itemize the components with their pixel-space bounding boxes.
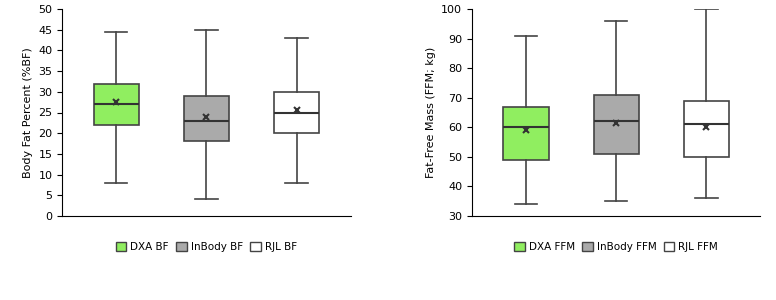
PathPatch shape [594, 95, 639, 154]
PathPatch shape [184, 96, 229, 142]
PathPatch shape [274, 92, 319, 133]
PathPatch shape [684, 101, 729, 157]
PathPatch shape [504, 106, 549, 160]
Y-axis label: Fat-Free Mass (FFM; kg): Fat-Free Mass (FFM; kg) [425, 47, 435, 178]
Legend: DXA BF, InBody BF, RJL BF: DXA BF, InBody BF, RJL BF [112, 238, 301, 256]
PathPatch shape [94, 83, 139, 125]
Y-axis label: Body Fat Percent (%BF): Body Fat Percent (%BF) [23, 47, 33, 178]
Legend: DXA FFM, InBody FFM, RJL FFM: DXA FFM, InBody FFM, RJL FFM [510, 238, 722, 256]
